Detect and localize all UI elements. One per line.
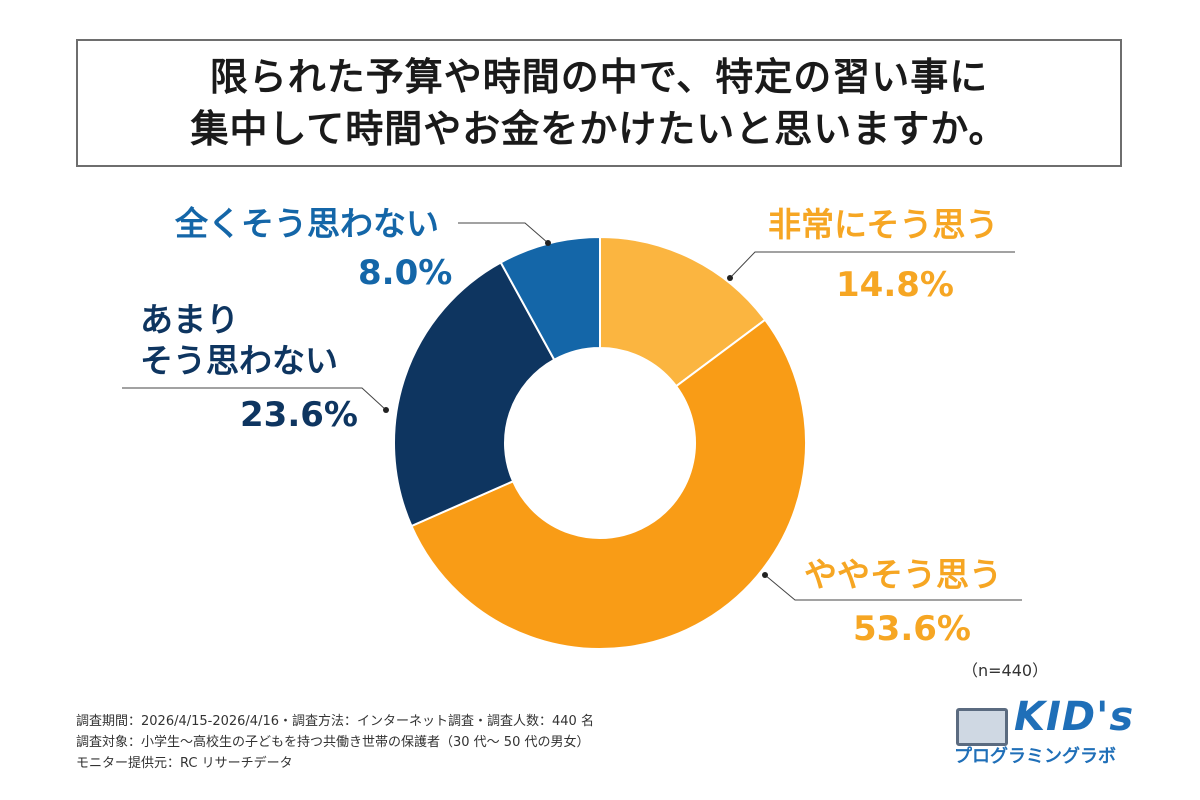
- label-very: 非常にそう思う: [768, 205, 999, 244]
- chart-title-line-2: 集中して時間やお金をかけたいと思いますか。: [190, 107, 1008, 151]
- leader-very-dot: [727, 275, 733, 281]
- leader-very: [729, 251, 1015, 279]
- label-notmuch-line-2: そう思わない: [140, 341, 338, 380]
- leader-somewhat-dot: [762, 572, 768, 578]
- leader-notmuch-dot: [383, 407, 389, 413]
- survey-period-line: 調査期間：2026/4/15-2026/4/16・調査方法：インターネット調査・…: [76, 714, 594, 729]
- survey-provider-line: モニター提供元：RC リサーチデータ: [76, 756, 293, 771]
- slice-somewhat: [410, 318, 807, 650]
- kids-programming-lab-logo: KID's プログラミングラボ: [952, 694, 1142, 770]
- monitor-icon: [956, 708, 1008, 746]
- chart-title-line-1: 限られた予算や時間の中で、特定の習い事に: [209, 55, 989, 99]
- label-notatall: 全くそう思わない: [175, 204, 439, 243]
- survey-target-line: 調査対象：小学生～高校生の子どもを持つ共働き世帯の保護者（30 代～ 50 代の…: [76, 735, 590, 750]
- sample-size: （n=440）: [962, 661, 1049, 680]
- label-notmuch-line-1: あまり: [140, 300, 239, 339]
- slice-notatall: [499, 235, 601, 362]
- leader-notmuch: [122, 387, 387, 411]
- value-label-somewhat: 53.6%: [853, 609, 971, 649]
- logo-sub-text: プログラミングラボ: [954, 746, 1116, 767]
- slice-very: [599, 235, 767, 388]
- slice-notmuch: [393, 261, 556, 528]
- survey-notes: 調査期間：2026/4/15-2026/4/16・調査方法：インターネット調査・…: [76, 711, 594, 774]
- logo-main-text: KID's: [1014, 694, 1135, 740]
- leader-notatall-dot: [545, 240, 551, 246]
- value-label-very: 14.8%: [836, 265, 954, 305]
- value-label-notmuch: 23.6%: [240, 395, 358, 435]
- leader-notatall: [458, 222, 549, 244]
- label-somewhat: ややそう思う: [804, 555, 1002, 594]
- leader-somewhat: [764, 574, 1022, 601]
- title-box: 限られた予算や時間の中で、特定の習い事に 集中して時間やお金をかけたいと思います…: [76, 39, 1122, 167]
- value-label-notatall: 8.0%: [358, 253, 453, 293]
